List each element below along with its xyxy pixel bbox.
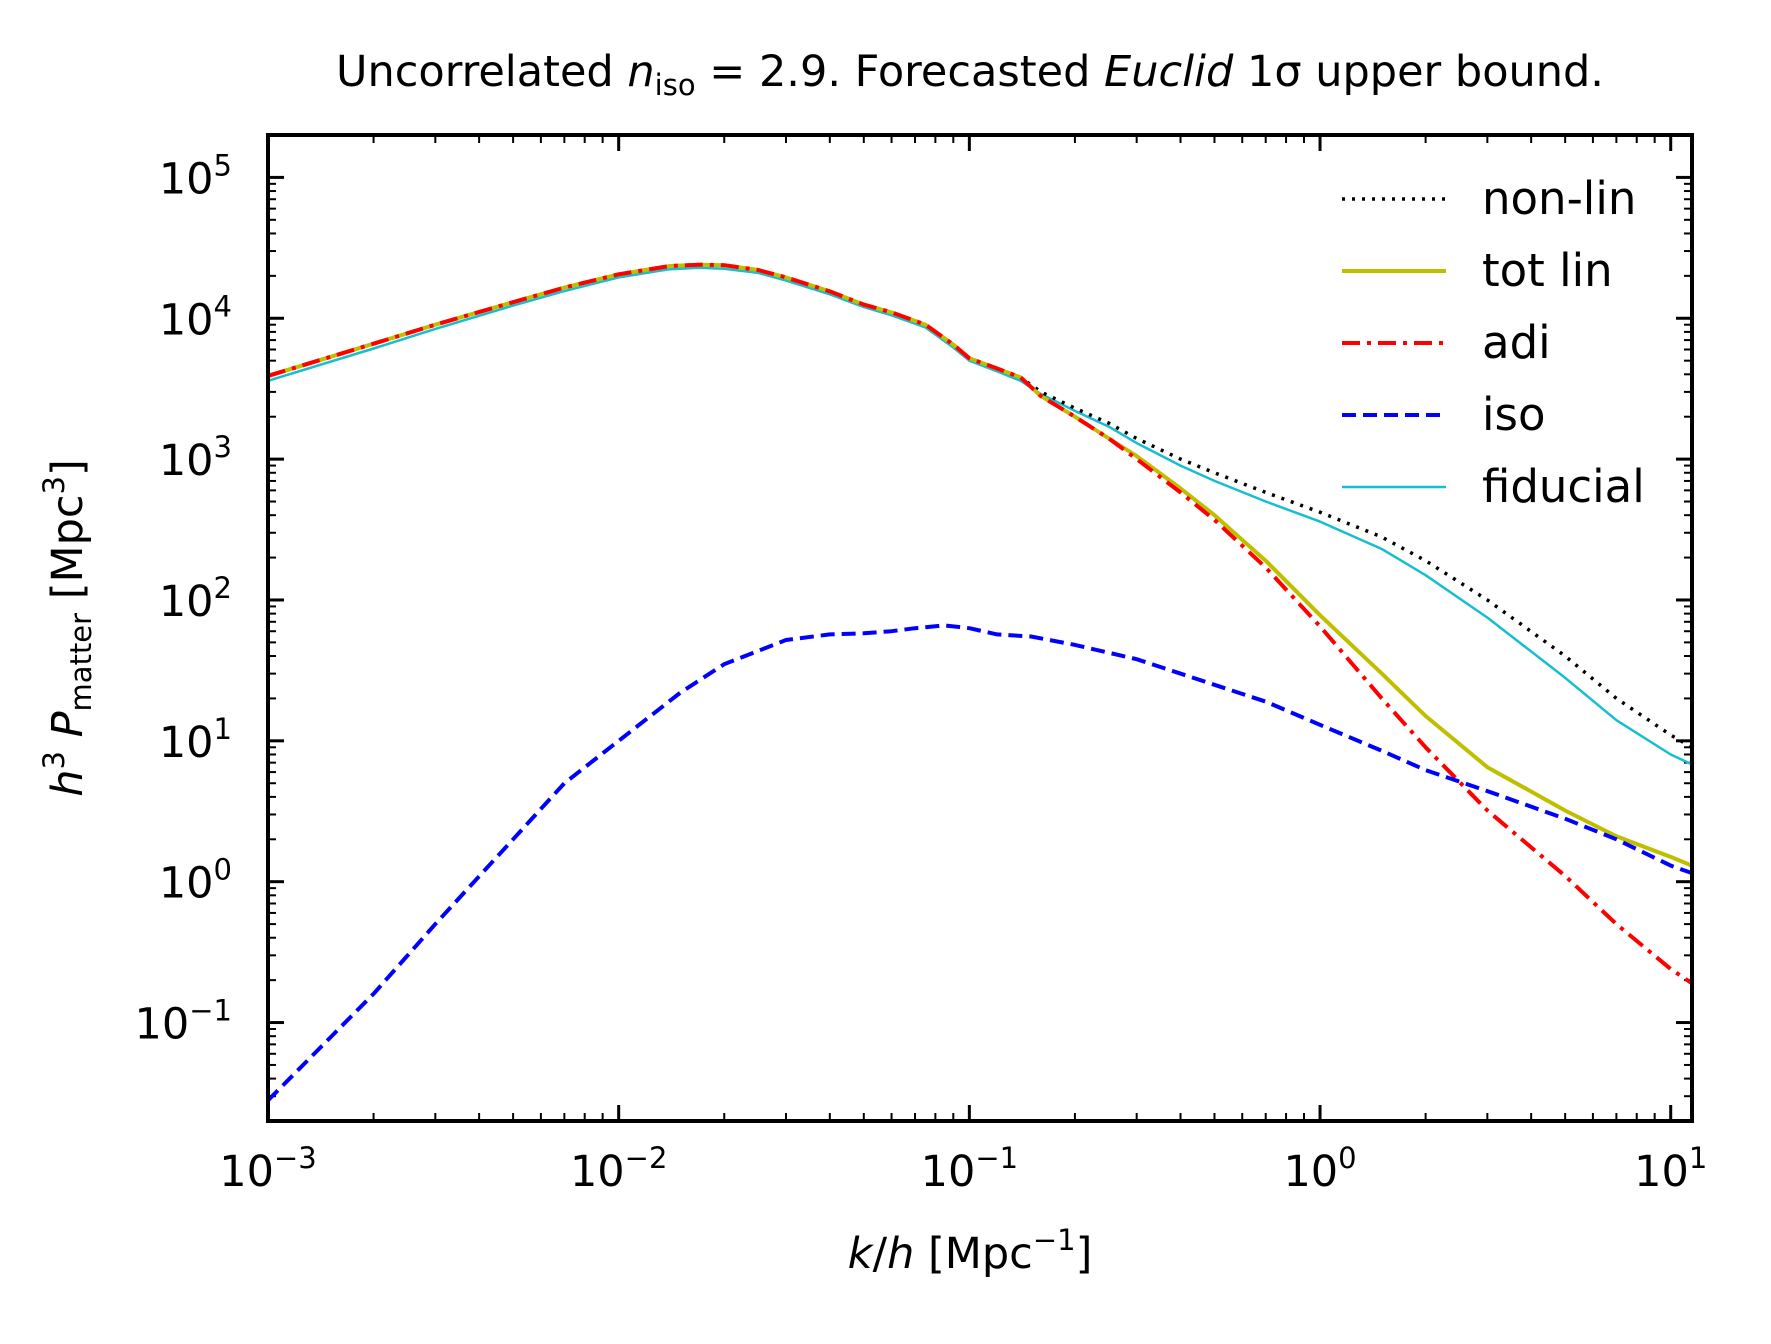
legend: non-lin tot lin adi iso fiducial <box>1342 172 1645 513</box>
y-ticks: 10−1 100 101 102 103 104 105 <box>135 148 1692 1050</box>
x-axis-label: k/h [Mpc−1] <box>848 1223 1093 1279</box>
minor-ticks <box>268 134 1692 1122</box>
y-tick-label: 100 <box>159 853 232 909</box>
y-tick-label: 10−1 <box>135 994 232 1050</box>
y-tick-label: 101 <box>159 712 232 768</box>
y-tick-label: 104 <box>159 289 232 345</box>
series-line-adi <box>268 262 1692 985</box>
legend-label: tot lin <box>1482 244 1613 297</box>
series-line-non-lin <box>268 262 1692 749</box>
x-tick-label: 10−2 <box>570 1141 667 1197</box>
series-line-iso <box>268 623 1692 1102</box>
y-tick-label: 103 <box>159 430 232 486</box>
series-layer <box>268 262 1692 1102</box>
legend-label: adi <box>1482 316 1551 369</box>
legend-label: iso <box>1482 388 1545 441</box>
x-tick-label: 10−1 <box>921 1141 1018 1197</box>
x-tick-label: 101 <box>1634 1141 1707 1197</box>
x-tick-label: 100 <box>1283 1141 1356 1197</box>
legend-label: non-lin <box>1482 172 1636 225</box>
plot-frame <box>266 133 1694 1123</box>
series-line-tot-lin <box>268 262 1692 868</box>
y-tick-label: 102 <box>159 571 232 627</box>
series-line-fiducial <box>268 266 1692 766</box>
y-axis-label: h3 Pmatter [Mpc3] <box>37 459 98 797</box>
chart-title: Uncorrelated niso = 2.9. Forecasted Eucl… <box>336 47 1604 102</box>
x-tick-label: 10−3 <box>219 1141 316 1197</box>
x-ticks: 10−3 10−2 10−1 100 101 <box>219 135 1707 1197</box>
legend-label: fiducial <box>1482 460 1645 513</box>
y-tick-label: 105 <box>159 148 232 204</box>
